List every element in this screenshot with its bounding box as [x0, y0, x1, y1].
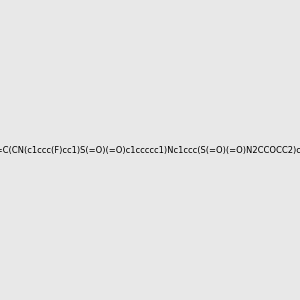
Text: O=C(CN(c1ccc(F)cc1)S(=O)(=O)c1ccccc1)Nc1ccc(S(=O)(=O)N2CCOCC2)cc1: O=C(CN(c1ccc(F)cc1)S(=O)(=O)c1ccccc1)Nc1… — [0, 146, 300, 154]
